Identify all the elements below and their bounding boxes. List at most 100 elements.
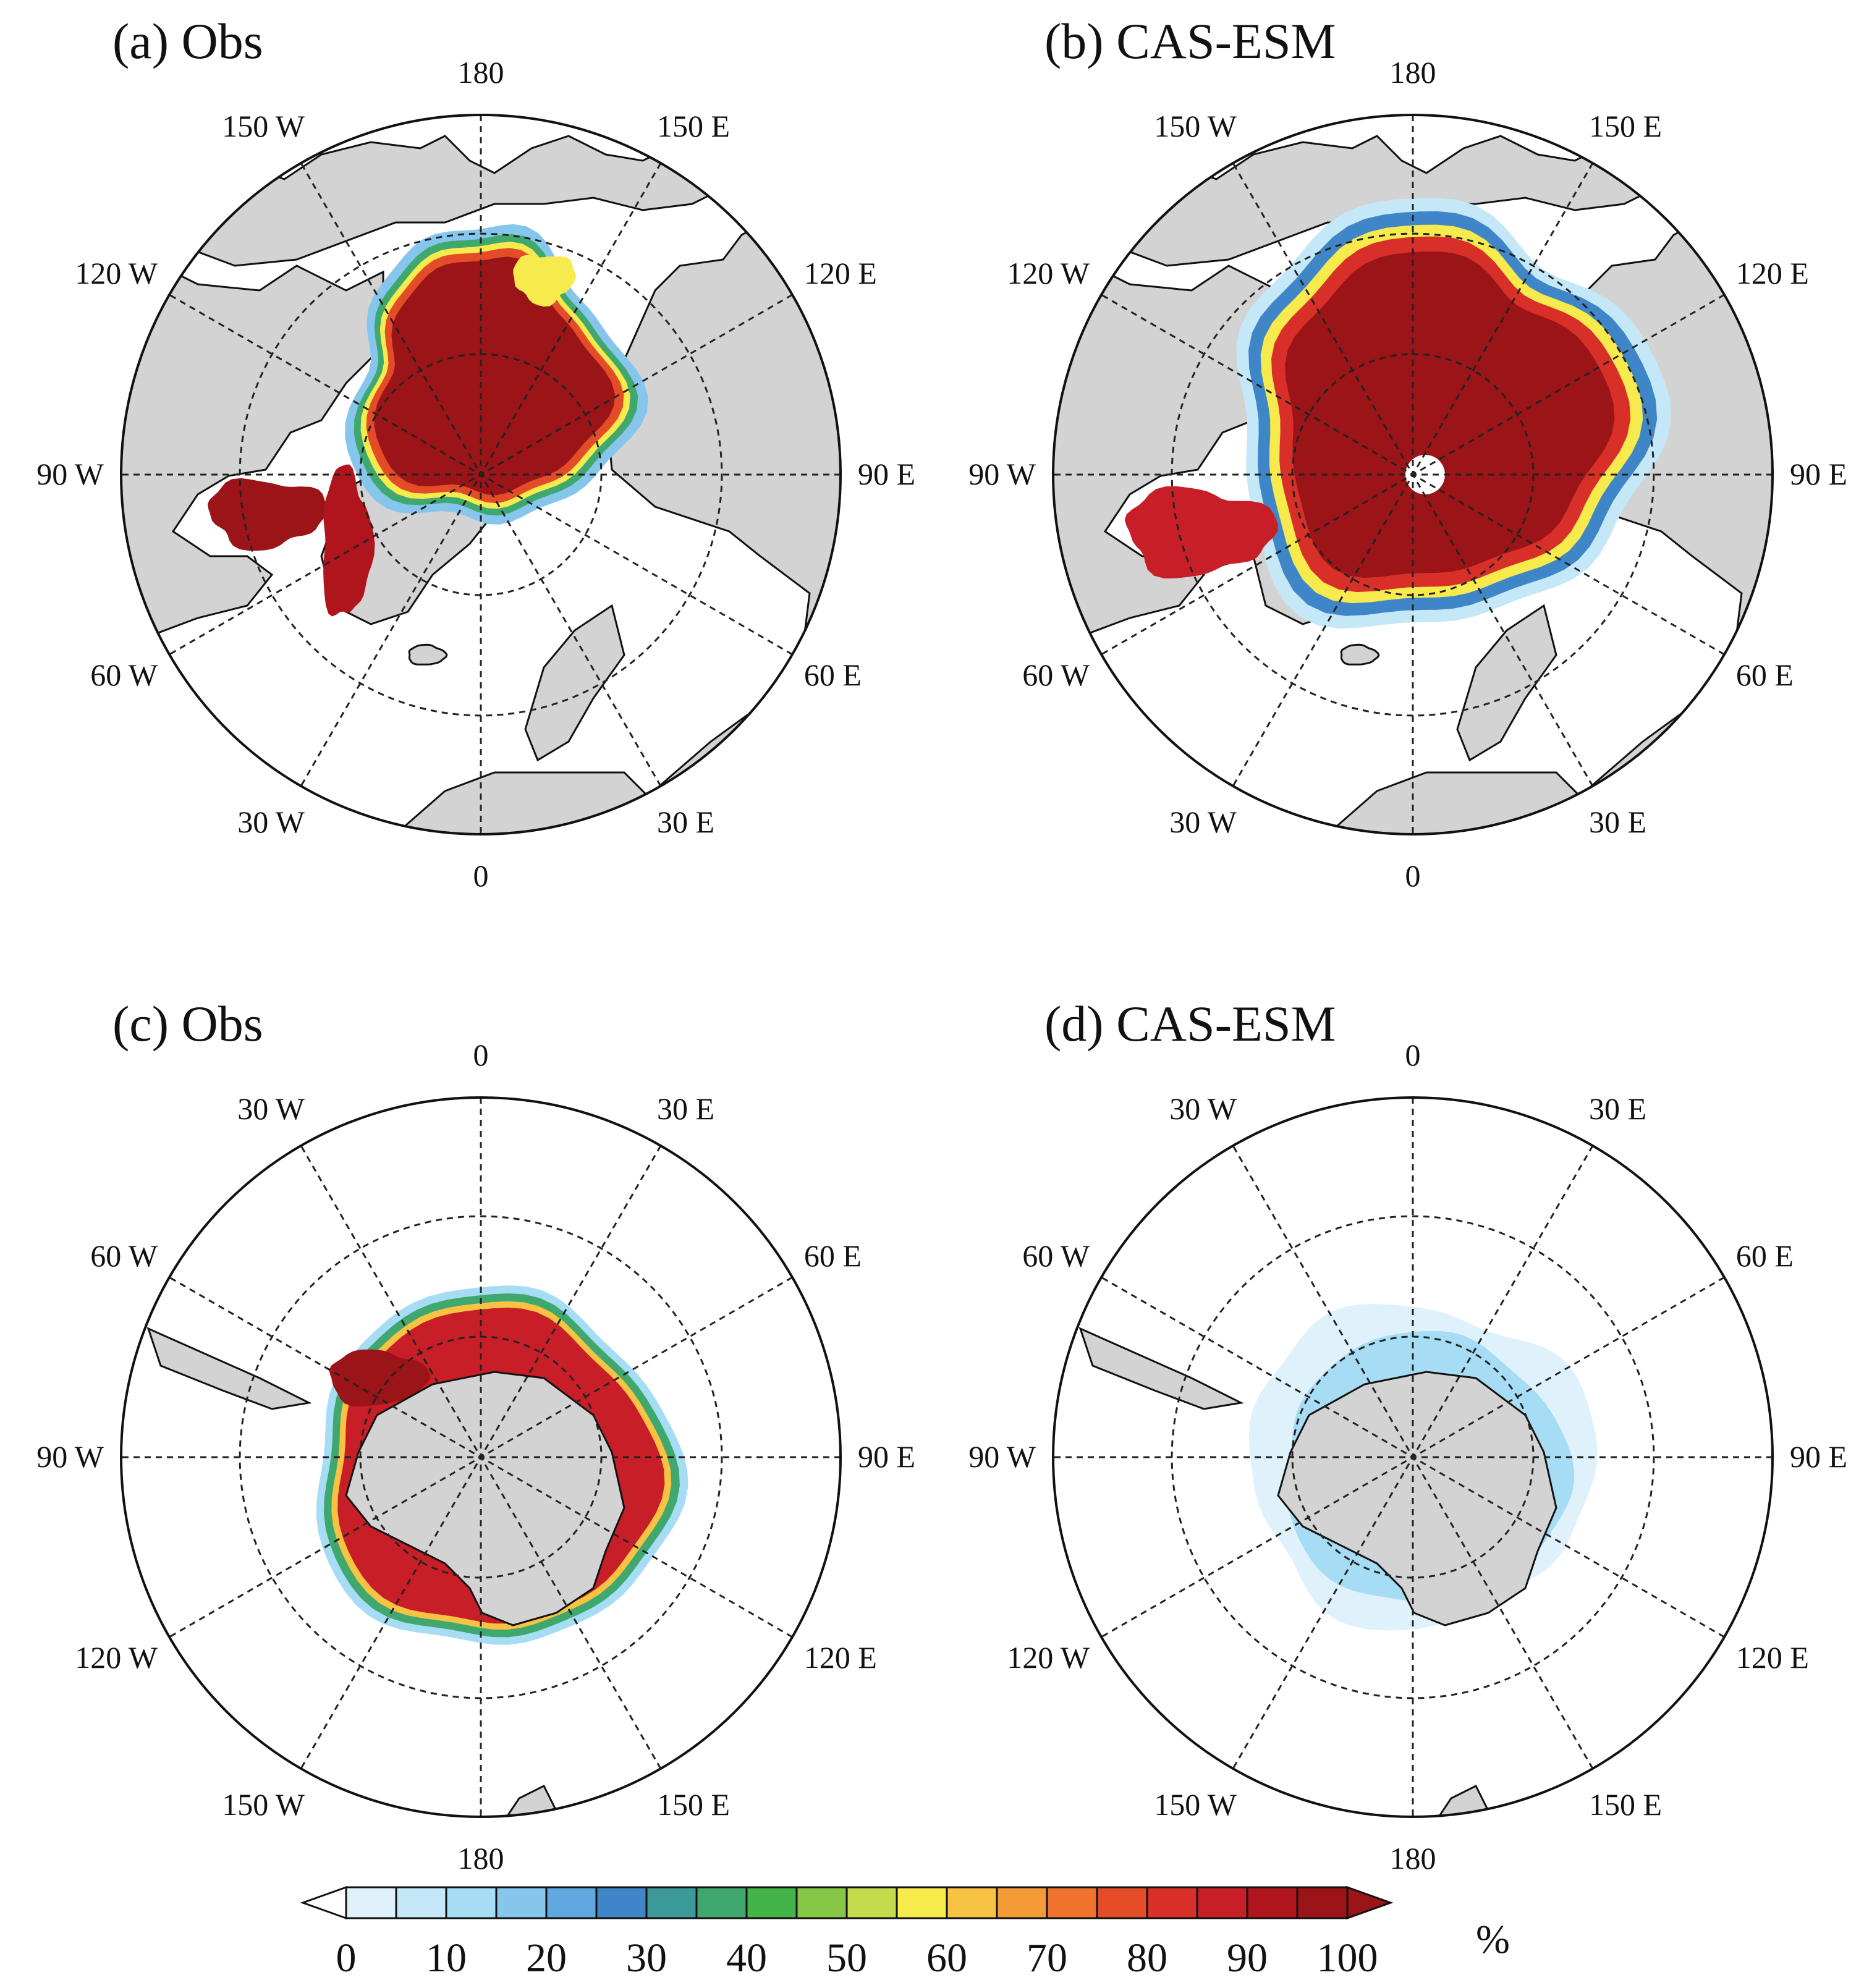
longitude-label: 120 W xyxy=(1007,1640,1090,1675)
longitude-label: 120 W xyxy=(1007,256,1090,290)
colorbar-box xyxy=(795,1886,848,1919)
longitude-label: 30 E xyxy=(1589,1091,1646,1126)
colorbar-box xyxy=(645,1886,698,1919)
panel-c-obs-antarctic: (c) Obs 0 30 E 60 E 90 E 120 E 150 E 180 150 W 1… xyxy=(0,983,932,1971)
polar-map: 180 150 E 120 E 90 E 60 E 30 E 0 30 W 60 W 90 W 12… xyxy=(968,55,1847,893)
longitude-label: 60 E xyxy=(804,1238,862,1273)
colorbar-box xyxy=(695,1886,748,1919)
map-border xyxy=(120,114,842,835)
panel-title: (d) CAS-ESM xyxy=(1044,996,1336,1052)
longitude-label: 150 E xyxy=(657,1787,730,1822)
map-border xyxy=(1052,114,1774,835)
land-south-america xyxy=(1078,1327,1244,1410)
longitude-label: 30 W xyxy=(237,805,305,839)
colorbar-box xyxy=(1296,1886,1349,1919)
colorbar-box xyxy=(1196,1886,1248,1919)
longitude-label: 0 xyxy=(1405,858,1421,893)
colorbar-box xyxy=(1246,1886,1298,1919)
sea-ice-contour xyxy=(374,256,615,496)
land-south-america xyxy=(146,1327,312,1410)
longitude-label: 150 E xyxy=(1589,109,1662,143)
land-iceland xyxy=(408,643,448,666)
longitude-label: 0 xyxy=(473,1038,489,1072)
longitude-label: 120 E xyxy=(804,256,877,290)
sea-ice-contour xyxy=(1285,251,1615,578)
longitude-label: 90 W xyxy=(968,457,1036,491)
colorbar-box xyxy=(1096,1886,1148,1919)
polar-map: 0 30 E 60 E 90 E 120 E 150 E 180 150 W 120 W 90 W… xyxy=(968,1038,1847,1876)
colorbar-under-arrow xyxy=(300,1885,347,1920)
longitude-label: 60 W xyxy=(90,1238,158,1273)
colorbar-box xyxy=(896,1886,948,1919)
longitude-labels: 0 30 E 60 E 90 E 120 E 150 E 180 150 W 120 W 90 W… xyxy=(968,1038,1847,1876)
colorbar-box xyxy=(495,1886,548,1919)
longitude-label: 90 W xyxy=(968,1439,1036,1474)
map-layers xyxy=(1053,115,1773,834)
longitude-label: 60 W xyxy=(1022,658,1090,692)
graticule xyxy=(121,115,841,834)
longitude-label: 180 xyxy=(458,55,504,90)
longitude-label: 120 W xyxy=(75,1640,158,1675)
longitude-label: 150 E xyxy=(657,109,730,143)
colorbar-box xyxy=(845,1886,898,1919)
land-antarctica xyxy=(1277,1371,1557,1626)
panel-title: (c) Obs xyxy=(112,996,263,1052)
longitude-labels: 0 30 E 60 E 90 E 120 E 150 E 180 150 W 120 W 90 W… xyxy=(36,1038,915,1876)
colorbar-boxes xyxy=(300,1885,1394,1920)
longitude-label: 60 E xyxy=(804,658,862,692)
longitude-label: 30 E xyxy=(1589,805,1646,839)
graticule xyxy=(121,1098,841,1817)
longitude-label: 60 W xyxy=(1022,1238,1090,1273)
longitude-label: 120 W xyxy=(75,256,158,290)
land-antarctica xyxy=(345,1371,625,1626)
longitude-label: 30 W xyxy=(1169,1091,1237,1126)
longitude-label: 90 E xyxy=(1790,1439,1847,1474)
sea-ice-labrador xyxy=(1124,486,1278,579)
colorbar-tick-labels: 0 10 20 30 40 50 60 70 80 90 100 xyxy=(336,1935,1378,1981)
longitude-label: 90 E xyxy=(1790,457,1847,491)
longitude-label: 30 E xyxy=(657,1091,714,1126)
longitude-label: 0 xyxy=(1405,1038,1421,1072)
polar-map: 0 30 E 60 E 90 E 120 E 150 E 180 150 W 120 W 90 W… xyxy=(36,1038,915,1876)
longitude-label: 0 xyxy=(473,858,489,893)
land-iceland xyxy=(1340,643,1380,666)
colorbar-box xyxy=(946,1886,998,1919)
colorbar-tick-label: 20 xyxy=(526,1935,567,1981)
meridian-line xyxy=(300,163,662,787)
colorbar-tick-label: 0 xyxy=(336,1935,357,1981)
longitude-label: 120 E xyxy=(804,1640,877,1675)
colorbar-tick-label: 60 xyxy=(926,1935,967,1981)
longitude-label: 150 E xyxy=(1589,1787,1662,1822)
panel-b-model-arctic: (b) CAS-ESM 180 150 E 120 E 90 E 60 E 30 E 0 30… xyxy=(932,0,1864,989)
map-border xyxy=(1052,1096,1774,1818)
colorbar-box xyxy=(996,1886,1048,1919)
colorbar-tick-label: 90 xyxy=(1227,1935,1268,1981)
map-content: 180 150 E 120 E 90 E 60 E 30 E 0 30 W 60 W 90 W 12… xyxy=(968,55,1847,893)
graticule xyxy=(1053,1098,1773,1817)
longitude-label: 150 W xyxy=(1154,109,1237,143)
longitude-label: 30 W xyxy=(237,1091,305,1126)
colorbar-tick-label: 50 xyxy=(826,1935,867,1981)
colorbar-box xyxy=(1046,1886,1098,1919)
sea-ice-baffin xyxy=(323,464,375,617)
longitude-label: 30 W xyxy=(1169,805,1237,839)
longitude-label: 180 xyxy=(1390,55,1436,90)
map-content: 180 150 E 120 E 90 E 60 E 30 E 0 30 W 60 W 90 W 12… xyxy=(36,55,915,893)
colorbar-tick-label: 70 xyxy=(1027,1935,1067,1981)
colorbar-tick-label: 10 xyxy=(426,1935,467,1981)
sea-ice-hudson xyxy=(208,478,328,551)
latitude-circle xyxy=(239,232,723,717)
colorbar: 0 10 20 30 40 50 60 70 80 90 100 % xyxy=(0,1879,1864,1985)
latitude-circle xyxy=(239,1215,723,1699)
land-scandinavia xyxy=(1456,604,1557,762)
map-content: 0 30 E 60 E 90 E 120 E 150 E 180 150 W 120 W 90 W… xyxy=(36,1038,915,1876)
colorbar-unit: % xyxy=(1476,1917,1510,1962)
longitude-label: 180 xyxy=(458,1841,504,1876)
latitude-circle xyxy=(1171,1215,1655,1699)
polar-map: 180 150 E 120 E 90 E 60 E 30 E 0 30 W 60 W 90 W 12… xyxy=(36,55,915,893)
longitude-label: 60 E xyxy=(1736,658,1794,692)
colorbar-tick-label: 40 xyxy=(726,1935,767,1981)
longitude-label: 30 E xyxy=(657,805,714,839)
map-border xyxy=(120,1096,842,1818)
map-layers xyxy=(121,115,841,834)
